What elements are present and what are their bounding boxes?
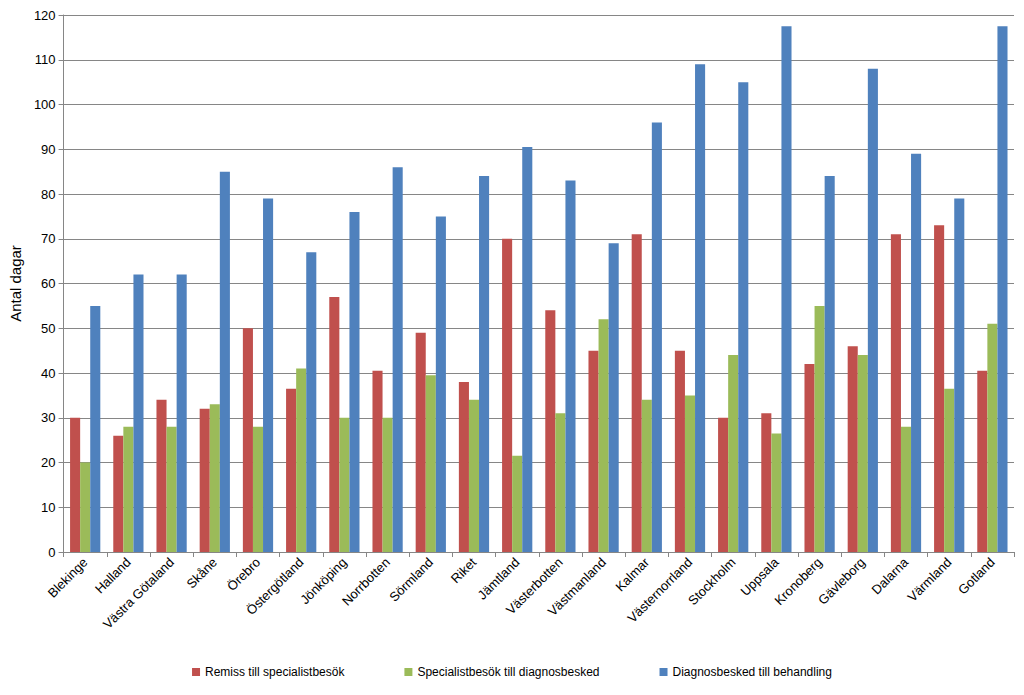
svg-text:Halland: Halland [92, 555, 134, 597]
svg-text:80: 80 [41, 187, 55, 202]
svg-text:40: 40 [41, 366, 55, 381]
svg-text:Gävleborg: Gävleborg [815, 555, 868, 608]
svg-text:Gotland: Gotland [955, 555, 998, 598]
svg-text:Västmanland: Västmanland [545, 555, 609, 619]
svg-text:Örebro: Örebro [224, 555, 263, 594]
svg-text:Norrbotten: Norrbotten [339, 555, 393, 609]
svg-text:Specialistbesök till diagnosbe: Specialistbesök till diagnosbesked [417, 665, 599, 679]
svg-text:Västerbotten: Västerbotten [503, 554, 566, 618]
svg-text:0: 0 [48, 545, 55, 560]
svg-text:Sörmland: Sörmland [386, 555, 436, 605]
svg-text:20: 20 [41, 455, 55, 470]
svg-text:Västernorrland: Västernorrland [624, 555, 695, 626]
svg-text:Jämtland: Jämtland [474, 554, 523, 603]
svg-text:Kalmar: Kalmar [612, 554, 652, 594]
svg-text:Jönköping: Jönköping [297, 554, 350, 608]
svg-text:Östergötland: Östergötland [243, 555, 306, 618]
svg-text:110: 110 [35, 52, 56, 67]
svg-text:60: 60 [41, 276, 55, 291]
svg-text:100: 100 [34, 97, 56, 112]
svg-text:Blekinge: Blekinge [45, 555, 91, 601]
svg-text:90: 90 [41, 142, 55, 157]
svg-text:Dalarna: Dalarna [869, 554, 912, 597]
svg-text:Skåne: Skåne [183, 555, 220, 592]
svg-text:10: 10 [41, 500, 55, 515]
svg-text:30: 30 [41, 410, 55, 425]
svg-text:Värmland: Värmland [905, 555, 955, 605]
svg-text:Diagnosbesked till behandling: Diagnosbesked till behandling [673, 665, 832, 679]
svg-text:Kronoberg: Kronoberg [771, 554, 825, 609]
svg-text:Västra Götaland: Västra Götaland [100, 555, 177, 632]
svg-text:Uppsala: Uppsala [737, 554, 782, 599]
svg-text:Antal dagar: Antal dagar [7, 245, 24, 322]
svg-text:Remiss till specialistbesök: Remiss till specialistbesök [205, 665, 345, 679]
svg-text:50: 50 [41, 321, 55, 336]
svg-text:70: 70 [41, 231, 55, 246]
svg-text:120: 120 [34, 8, 56, 23]
svg-text:Stockholm: Stockholm [685, 555, 738, 608]
svg-text:Riket: Riket [448, 554, 480, 586]
